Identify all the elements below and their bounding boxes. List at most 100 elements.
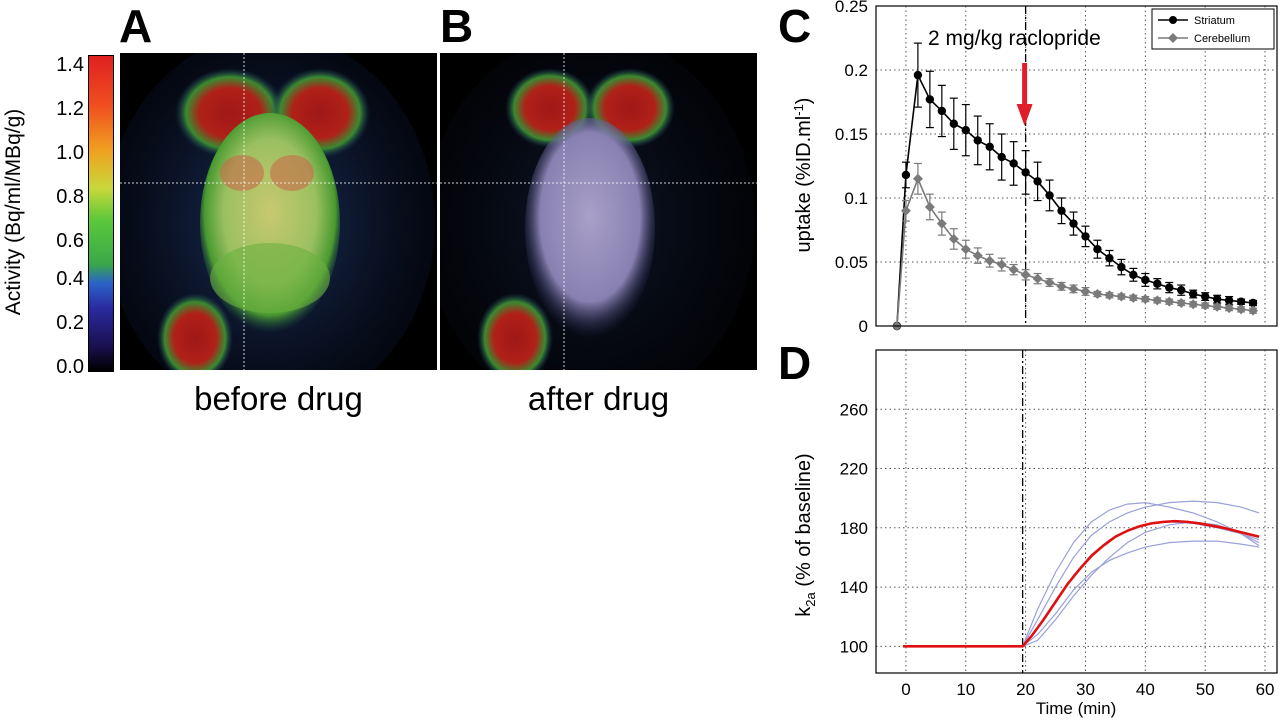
data-point (913, 70, 923, 80)
caption-after-drug: after drug (527, 380, 670, 417)
series-cerebellum (891, 162, 1259, 331)
pet-scan-after (440, 53, 757, 370)
y-tick-label: 0 (859, 317, 868, 336)
panel-letter-a: A (119, 0, 153, 52)
x-tick-label: 30 (1076, 680, 1095, 699)
chart-d-ylabel: k2a (% of baseline) (793, 453, 818, 616)
legend-label: Striatum (1194, 15, 1235, 27)
data-point (1093, 245, 1102, 254)
x-tick-label: 0 (901, 680, 910, 699)
data-point (936, 218, 947, 229)
data-point (985, 142, 994, 151)
colorbar-tick: 0.0 (56, 356, 84, 378)
data-point (1080, 286, 1091, 297)
data-point (937, 106, 947, 116)
data-point (1236, 297, 1246, 306)
chart-d-data (902, 500, 1260, 648)
data-point (1092, 289, 1103, 299)
data-point (900, 205, 911, 216)
chart-c-ylabel: uptake (%ID.ml-1) (791, 98, 815, 253)
data-point (973, 136, 982, 145)
data-point (1104, 290, 1115, 301)
data-point (1069, 219, 1078, 228)
chart-c-data (891, 42, 1259, 331)
legend-marker (1169, 16, 1177, 24)
y-tick-label: 140 (840, 578, 868, 597)
arrow-head (1016, 104, 1033, 126)
data-point (1020, 269, 1031, 280)
data-point (1116, 291, 1127, 302)
subject-line (1022, 521, 1260, 647)
data-point (1248, 305, 1259, 316)
x-tick-label: 10 (956, 680, 975, 699)
colorbar-label: Activity (Bq/ml/MBq/g) (2, 108, 25, 316)
x-tick-label: 50 (1196, 680, 1215, 699)
data-point (1128, 292, 1139, 303)
data-point (1009, 159, 1018, 168)
data-point (1165, 283, 1174, 292)
data-point (1057, 206, 1066, 215)
colorbar-gradient (88, 55, 114, 372)
panel-letter-d: D (778, 337, 812, 389)
colorbar-tick: 1.4 (56, 54, 84, 76)
data-point (1105, 253, 1114, 263)
colorbar-tick: 1.0 (56, 142, 84, 164)
chart-d-k2a: 0 10 20 30 40 50 60 100 140 180 220 260 k2a (% of b… (793, 349, 1278, 718)
data-point (1021, 168, 1030, 177)
data-point (1200, 292, 1210, 301)
y-tick-label: 220 (840, 460, 868, 479)
data-point (1224, 303, 1235, 314)
data-point (1033, 177, 1042, 186)
series-line (896, 176, 1254, 327)
data-point (924, 201, 935, 212)
chart-c-uptake: 0 0.05 0.1 0.15 0.2 0.25 uptake (%ID.ml-1) 2 … (791, 0, 1278, 336)
chart-c-legend: Striatum Cerebellum (1151, 8, 1275, 50)
chart-c-grid (876, 5, 1277, 327)
y-tick-label: 100 (840, 637, 868, 656)
data-point (997, 152, 1006, 162)
data-point (1045, 191, 1054, 200)
data-point (1164, 296, 1175, 307)
data-point (1200, 300, 1211, 311)
data-point (1153, 279, 1162, 288)
data-point (1212, 294, 1222, 304)
raclopride-annotation: 2 mg/kg raclopride (928, 27, 1101, 50)
chart-d-ticks: 0 10 20 30 40 50 60 100 140 180 220 260 (840, 400, 1275, 699)
chart-d-grid (876, 350, 1277, 673)
data-point (1212, 301, 1223, 312)
legend-marker (1168, 33, 1178, 43)
colorbar-tick: 0.2 (56, 312, 84, 334)
data-point (948, 233, 959, 244)
data-point (1176, 297, 1187, 308)
data-point (972, 250, 983, 261)
chart-d-xlabel: Time (min) (1036, 699, 1117, 718)
data-point (1224, 296, 1234, 305)
y-tick-label: 0.15 (835, 125, 868, 144)
y-tick-label: 0.1 (844, 189, 868, 208)
x-tick-label: 60 (1256, 680, 1275, 699)
subject-line (1022, 521, 1260, 647)
subject-line (1022, 502, 1260, 647)
data-point (996, 259, 1007, 270)
pet-image-before-drug (120, 53, 437, 370)
x-tick-label: 20 (1016, 680, 1035, 699)
colorbar-tick: 1.2 (56, 98, 84, 120)
data-point (1032, 273, 1043, 284)
data-point (1188, 299, 1199, 310)
data-point (1068, 283, 1079, 294)
data-point (1008, 264, 1019, 275)
panel-letter-b: B (440, 0, 474, 52)
data-point (1129, 270, 1138, 279)
data-point (1117, 262, 1126, 272)
data-point (984, 255, 995, 266)
pet-scan-before (120, 53, 437, 370)
y-tick-label: 0.2 (844, 61, 868, 80)
red-arrow-icon (1016, 63, 1033, 126)
data-point (1189, 289, 1198, 299)
pet-image-after-drug (440, 53, 757, 370)
y-tick-label: 0.25 (835, 0, 868, 16)
colorbar-tick: 0.8 (56, 186, 84, 208)
data-point (1236, 304, 1247, 315)
x-tick-label: 40 (1136, 680, 1155, 699)
data-point (1177, 285, 1186, 295)
